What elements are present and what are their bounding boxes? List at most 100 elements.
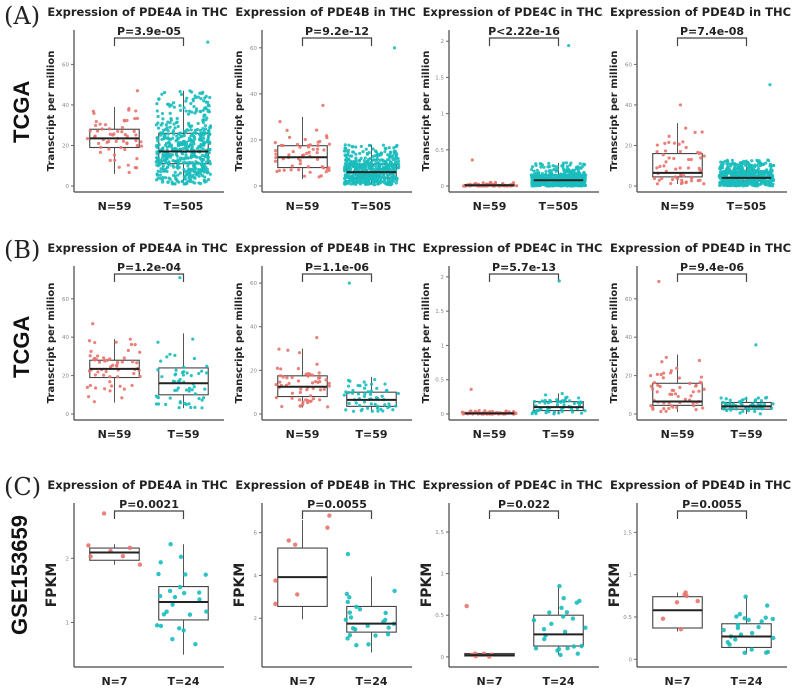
normal-point [108,158,112,163]
tumor-point [762,402,767,406]
normal-point [125,134,129,138]
tumor-point [202,136,206,140]
tumor-point [383,403,387,407]
tumor-point [190,161,195,165]
chart-title: Expression of PDE4C in THCA [423,241,603,255]
normal-point [290,375,294,380]
tumor-point [181,373,186,377]
x-tick-label: T=59 [355,428,387,441]
tumor-point [737,611,743,617]
tumor-point [172,122,176,126]
tumor-point [374,164,378,168]
tumor-point [362,380,366,384]
normal-point [678,149,682,154]
normal-point [298,162,303,166]
tumor-point [367,179,371,183]
tumor-point [368,164,373,168]
tumor-point [203,162,207,167]
normal-point [277,168,282,173]
normal-point [292,542,298,547]
y-tick-label: 40 [250,92,257,98]
tumor-point [355,165,359,169]
tumor-point [156,571,161,577]
tumor-point [746,181,750,185]
tumor-point [346,165,350,169]
tumor-point [170,153,175,157]
normal-point [274,383,278,387]
tumor-point [346,181,351,185]
tumor-point [347,633,353,638]
normal-point [308,143,312,147]
tumor-point [201,127,205,131]
tumor-point [178,89,182,94]
tumor-point [769,168,773,172]
significance-bracket [301,37,373,46]
tumor-point [167,160,171,165]
tumor-point [392,149,396,153]
normal-point [281,375,285,379]
tumor-point [155,136,159,140]
y-tick-label: 0.5 [435,148,444,154]
normal-point [673,392,678,396]
normal-point [133,342,137,347]
x-tick-label: T=505 [352,200,392,213]
normal-point [664,160,668,164]
normal-point [125,141,129,145]
tumor-point [346,153,350,157]
tumor-point [383,617,388,623]
tumor-point [171,132,176,136]
tumor-point [175,134,179,138]
tumor-point [201,139,205,143]
normal-point [316,140,320,144]
tumor-point [347,281,351,285]
boxplot-panel: Expression of PDE4C in THCA Transcript pe… [421,5,603,213]
y-tick-label: 0 [441,412,445,418]
p-value-label: P=5.7e-13 [492,261,556,274]
normal-point [301,400,305,404]
normal-point [295,592,300,597]
tumor-point [385,167,390,171]
tumor-point [185,96,189,100]
tumor-point [191,99,195,103]
tumor-point [388,150,393,155]
tumor-point [204,165,208,169]
tumor-point [182,369,186,374]
normal-point [696,150,700,155]
tumor-point [544,169,548,173]
tumor-point [721,400,725,405]
normal-point [89,349,93,353]
p-value-label: P<2.22e-16 [488,25,560,38]
normal-point [290,164,294,168]
tumor-point [155,172,159,176]
tumor-point [189,128,193,132]
normal-point [464,603,469,609]
normal-point [139,144,144,148]
tumor-point [188,89,192,93]
tumor-point [758,412,762,416]
tumor-point [551,164,555,168]
y-tick-label: 1 [441,343,445,349]
tumor-point [540,399,544,403]
tumor-point [357,159,361,163]
tumor-point [732,168,736,172]
y-tick-label: 0 [629,657,633,663]
tumor-point [724,174,729,178]
normal-point [93,356,97,360]
normal-point [657,279,661,284]
normal-point [655,166,659,170]
tumor-point [375,180,379,184]
y-tick-label: 2 [441,275,445,281]
tumor-point [719,396,723,400]
tumor-point [346,150,350,155]
tumor-point [724,402,728,406]
tumor-point [725,162,729,166]
normal-point [112,153,117,157]
tumor-point [758,164,763,168]
tumor-point [205,371,209,375]
tumor-point [180,179,185,183]
tumor-point [740,399,744,403]
tumor-point [160,111,165,116]
normal-point [93,386,98,390]
tumor-point [343,143,347,147]
tumor-point [157,593,163,599]
